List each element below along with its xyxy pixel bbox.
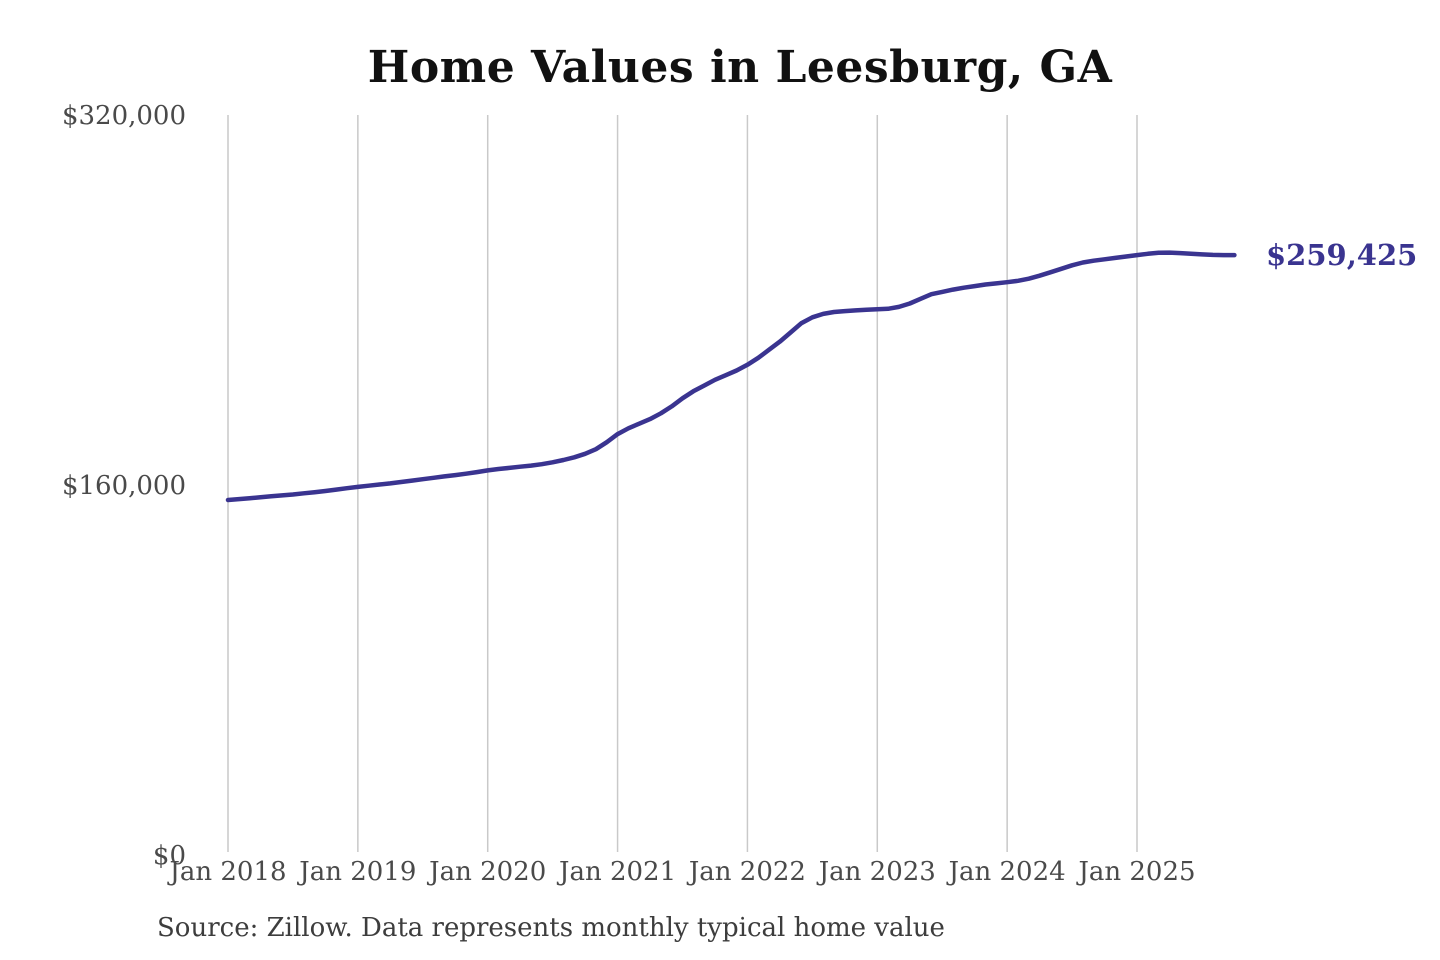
x-tick-label: Jan 2025 [1075,857,1195,887]
home-value-series-line [225,250,1237,503]
x-tick-label: Jan 2019 [296,857,416,887]
x-tick-label: Jan 2018 [166,857,286,887]
x-tick-label: Jan 2024 [946,857,1066,887]
y-tick-label: $0 [153,841,186,871]
y-tick-label: $160,000 [62,471,186,501]
chart-title: Home Values in Leesburg, GA [367,42,1113,93]
x-tick-label: Jan 2020 [426,857,546,887]
x-tick-label: Jan 2023 [816,857,936,887]
y-tick-label: $320,000 [62,101,186,131]
source-note: Source: Zillow. Data represents monthly … [157,913,945,943]
x-tick-label: Jan 2022 [686,857,806,887]
x-tick-label: Jan 2021 [556,857,676,887]
current-value-label: $259,425 [1266,238,1418,273]
